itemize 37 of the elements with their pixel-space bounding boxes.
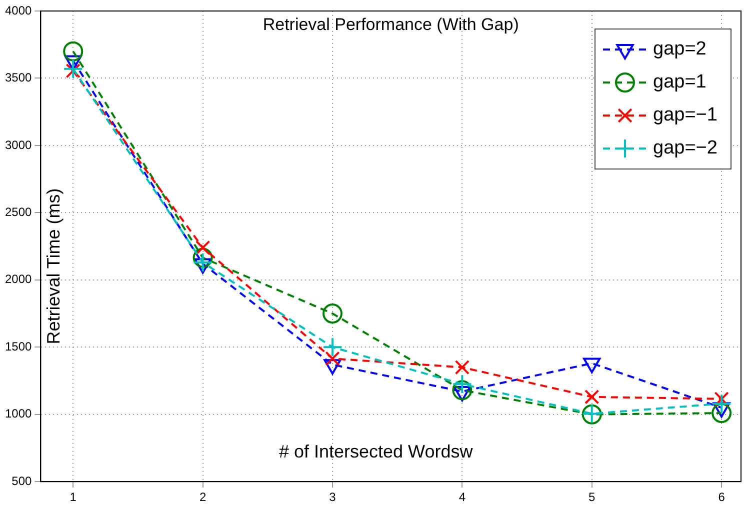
point	[452, 374, 472, 394]
point	[195, 240, 210, 256]
y-axis-title: Retrieval Time (ms)	[44, 188, 64, 344]
x-axis-title: # of Intersected Wordsw	[278, 442, 474, 462]
x-tick-label: 3	[329, 490, 336, 504]
point	[452, 380, 472, 400]
point	[192, 248, 213, 268]
x-tick-label: 5	[588, 490, 596, 504]
y-tick-label: 1000	[4, 406, 32, 421]
y-tick-label: 3500	[4, 70, 32, 85]
x-tick-label: 6	[718, 490, 726, 504]
chart-title: Retrieval Performance (With Gap)	[262, 15, 519, 34]
point	[322, 304, 342, 324]
point	[714, 392, 729, 406]
x-tick-label: 2	[199, 490, 206, 504]
legend-label: gap=1	[653, 72, 706, 93]
point	[63, 41, 84, 62]
x-tick-label: 4	[458, 490, 466, 504]
point	[712, 403, 732, 424]
point	[325, 351, 340, 366]
point	[322, 337, 342, 358]
legend-label: gap=−1	[653, 104, 718, 126]
y-tick-label: 2000	[4, 272, 32, 286]
point	[584, 390, 600, 404]
y-tick-label: 2500	[4, 205, 32, 219]
y-tick-label: 500	[12, 474, 32, 488]
y-tick-label: 1500	[4, 339, 32, 354]
point	[454, 360, 470, 375]
legend-label: gap=2	[653, 38, 706, 60]
y-tick-label: 3000	[4, 138, 32, 152]
x-tick-label: 1	[70, 490, 77, 504]
point	[712, 394, 732, 414]
point	[66, 63, 80, 78]
point	[63, 58, 84, 79]
y-tick-label: 4000	[4, 3, 32, 18]
point	[192, 252, 213, 272]
legend-label: gap=−2	[653, 138, 718, 159]
